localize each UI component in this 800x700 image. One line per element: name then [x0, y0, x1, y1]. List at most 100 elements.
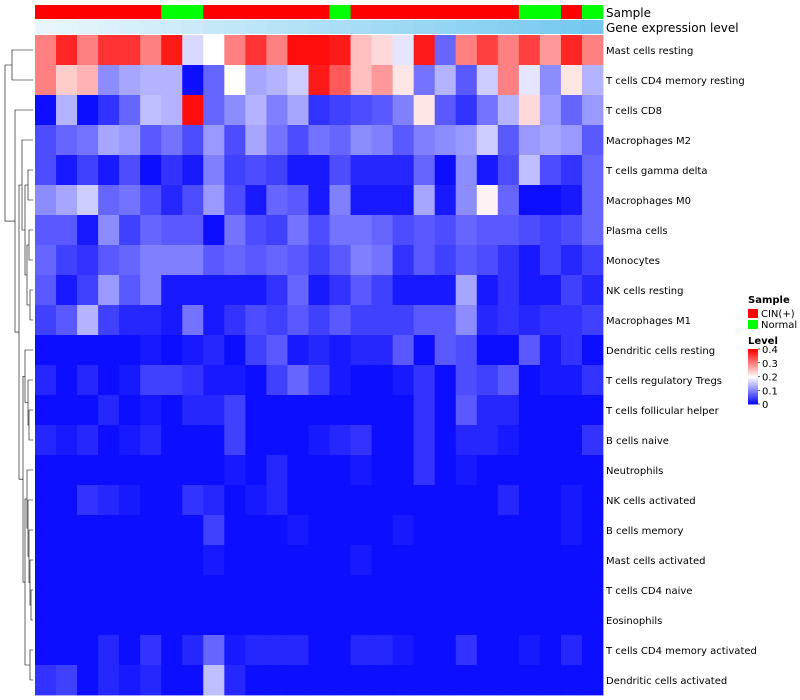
heatmap-cell [98, 665, 120, 696]
heatmap-cell [35, 245, 57, 276]
heatmap-cell [497, 335, 520, 366]
row-label: NK cells resting [606, 286, 683, 297]
expression-annotation-cell [98, 20, 120, 34]
heatmap-cell [266, 95, 288, 126]
heatmap-cell [539, 65, 562, 96]
heatmap-cell [455, 425, 478, 456]
heatmap-cell [266, 65, 288, 96]
heatmap-cell [35, 395, 57, 426]
heatmap-cell [476, 395, 499, 426]
heatmap-cell [476, 575, 499, 606]
sample-annotation-cell [371, 5, 394, 19]
heatmap-cell [329, 245, 351, 276]
heatmap-cell [203, 425, 225, 456]
heatmap-cell [413, 575, 436, 606]
heatmap-cell [329, 425, 351, 456]
heatmap-cell [182, 515, 204, 546]
heatmap-cell [476, 35, 499, 66]
heatmap-cell [140, 155, 162, 186]
heatmap-cell [392, 65, 415, 96]
heatmap-cell [224, 155, 246, 186]
sample-annotation-cell [224, 5, 246, 19]
heatmap-cell [476, 455, 499, 486]
heatmap-cell [371, 155, 394, 186]
heatmap-cell [77, 215, 99, 246]
expression-annotation-cell [140, 20, 162, 34]
heatmap-cell [245, 125, 267, 156]
heatmap-cell [350, 545, 372, 576]
heatmap-cell [581, 35, 604, 66]
heatmap-cell [350, 275, 372, 306]
heatmap-cell [287, 305, 309, 336]
level-colorbar-segment [748, 364, 758, 366]
heatmap-cell [371, 605, 394, 636]
heatmap-cell [581, 185, 604, 216]
heatmap-cell [518, 125, 541, 156]
heatmap-cell [392, 185, 415, 216]
heatmap-cell [266, 515, 288, 546]
heatmap-cell [266, 245, 288, 276]
heatmap-cell [329, 125, 351, 156]
heatmap-cell [518, 335, 541, 366]
heatmap-cell [476, 215, 499, 246]
level-colorbar-segment [748, 376, 758, 379]
heatmap-cell [182, 95, 204, 126]
heatmap-cell [308, 35, 330, 66]
heatmap-cell [56, 425, 78, 456]
heatmap-cell [287, 545, 309, 576]
heatmap-cell [119, 575, 141, 606]
heatmap-cell [224, 575, 246, 606]
heatmap-cell [392, 605, 415, 636]
heatmap-cell [413, 515, 436, 546]
heatmap-cell [560, 365, 583, 396]
heatmap-cell [434, 425, 457, 456]
sample-annotation-cell [56, 5, 78, 19]
expression-annotation-cell [266, 20, 288, 34]
heatmap-cell [245, 575, 267, 606]
heatmap-cell [371, 545, 394, 576]
heatmap-cell [434, 65, 457, 96]
heatmap-cell [161, 425, 183, 456]
heatmap-cell [161, 635, 183, 666]
row-label: Macrophages M2 [606, 136, 691, 147]
heatmap-cell [287, 485, 309, 516]
heatmap-cell [560, 545, 583, 576]
level-colorbar-segment [748, 371, 758, 373]
heatmap-cell [266, 365, 288, 396]
heatmap-cell [140, 425, 162, 456]
heatmap-cell [497, 155, 520, 186]
heatmap-cell [413, 125, 436, 156]
heatmap-cell [140, 365, 162, 396]
heatmap-cell [245, 425, 267, 456]
expression-annotation-cell [287, 20, 309, 34]
row-label: Dendritic cells resting [606, 346, 715, 357]
sample-annotation-cell [392, 5, 415, 19]
heatmap-cell [455, 215, 478, 246]
heatmap-cell [140, 185, 162, 216]
heatmap-cell [245, 545, 267, 576]
heatmap-cell [140, 575, 162, 606]
level-colorbar-segment [748, 375, 758, 377]
level-colorbar-segment [748, 372, 758, 375]
heatmap-cell [392, 245, 415, 276]
heatmap-cell [161, 275, 183, 306]
sample-annotation-cell [455, 5, 478, 19]
heatmap-cell [35, 455, 57, 486]
sample-annotation-cell [434, 5, 457, 19]
heatmap-cell [497, 245, 520, 276]
row-label: T cells follicular helper [605, 406, 720, 417]
heatmap-cell [182, 335, 204, 366]
heatmap-cell [308, 635, 330, 666]
heatmap-cell [161, 395, 183, 426]
row-label: Macrophages M0 [606, 196, 691, 207]
heatmap-cell [560, 65, 583, 96]
heatmap-cell [518, 305, 541, 336]
heatmap-cell [308, 545, 330, 576]
heatmap-cell [308, 515, 330, 546]
heatmap-cell [413, 95, 436, 126]
row-label: NK cells activated [606, 496, 696, 507]
heatmap-cell [455, 65, 478, 96]
heatmap-cell [77, 35, 99, 66]
level-colorbar-segment [748, 395, 758, 398]
heatmap-cell [434, 575, 457, 606]
